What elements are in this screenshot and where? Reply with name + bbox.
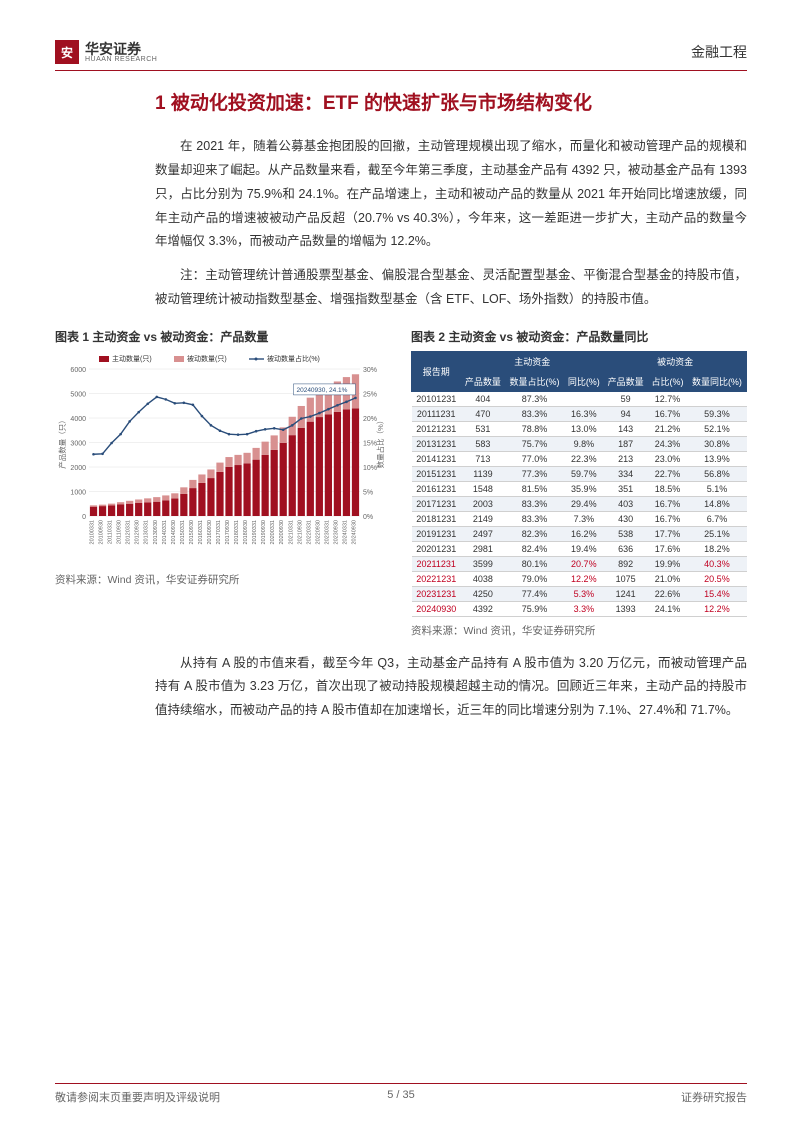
section-title: 1 被动化投资加速：ETF 的快速扩张与市场结构变化 [155, 89, 747, 119]
svg-text:20240930: 20240930 [351, 520, 357, 544]
svg-text:20230930: 20230930 [333, 520, 339, 544]
svg-text:20160331: 20160331 [198, 520, 204, 544]
svg-text:20130331: 20130331 [144, 520, 150, 544]
svg-text:20180930: 20180930 [243, 520, 249, 544]
logo-cn: 华安证券 [85, 42, 157, 56]
svg-text:20170930: 20170930 [225, 520, 231, 544]
logo-en: HUAAN RESEARCH [85, 56, 157, 63]
svg-text:5%: 5% [363, 489, 373, 496]
page-header: 安 华安证券 HUAAN RESEARCH 金融工程 [55, 40, 747, 71]
svg-text:20130930: 20130930 [153, 520, 159, 544]
svg-text:6000: 6000 [70, 367, 86, 374]
svg-text:20140930: 20140930 [171, 520, 177, 544]
logo-block: 安 华安证券 HUAAN RESEARCH [55, 40, 157, 64]
svg-text:20200930: 20200930 [279, 520, 285, 544]
svg-text:20230331: 20230331 [324, 520, 330, 544]
svg-text:20220930: 20220930 [315, 520, 321, 544]
svg-text:数量占比（%）: 数量占比（%） [375, 416, 385, 468]
svg-text:20220331: 20220331 [306, 520, 312, 544]
charts-row: 图表 1 主动资金 vs 被动资金：产品数量 0 1000 2000 3000 4000… [55, 328, 747, 638]
logo-icon: 安 [55, 40, 79, 64]
svg-text:20190930: 20190930 [261, 520, 267, 544]
footer-center: 5 / 35 [387, 1089, 415, 1101]
svg-text:20150331: 20150331 [180, 520, 186, 544]
chart2-column: 图表 2 主动资金 vs 被动资金：产品数量同比 报告期主动资金被动资金产品数量… [411, 328, 747, 638]
svg-text:1000: 1000 [70, 489, 86, 496]
svg-text:20210930: 20210930 [297, 520, 303, 544]
page-footer: 敬请参阅末页重要声明及评级说明 5 / 35 证券研究报告 [55, 1083, 747, 1105]
chart1-svg: 0 1000 2000 3000 4000 5000 6000 0% 5% 10% 15% 20% 25… [55, 351, 390, 566]
svg-text:3000: 3000 [70, 440, 86, 447]
svg-text:20120930: 20120930 [135, 520, 141, 544]
svg-text:5000: 5000 [70, 391, 86, 398]
svg-text:20%: 20% [363, 416, 377, 423]
svg-text:20100930: 20100930 [99, 520, 105, 544]
header-category: 金融工程 [691, 42, 747, 62]
svg-text:20180331: 20180331 [234, 520, 240, 544]
svg-text:2000: 2000 [70, 465, 86, 472]
svg-text:产品数量（只）: 产品数量（只） [57, 416, 67, 469]
paragraph-2-note: 注：主动管理统计普通股票型基金、偏股混合型基金、灵活配置型基金、平衡混合型基金的… [155, 264, 747, 312]
svg-text:20110930: 20110930 [117, 520, 123, 544]
paragraph-3: 从持有 A 股的市值来看，截至今年 Q3，主动基金产品持有 A 股市值为 3.2… [155, 652, 747, 723]
svg-text:25%: 25% [363, 391, 377, 398]
svg-text:被动数量占比(%): 被动数量占比(%) [267, 354, 320, 363]
chart2-table-wrap: 报告期主动资金被动资金产品数量数量占比(%)同比(%)产品数量占比(%)数量同比… [411, 351, 747, 617]
chart1-column: 图表 1 主动资金 vs 被动资金：产品数量 0 1000 2000 3000 4000… [55, 328, 391, 638]
svg-text:20120331: 20120331 [126, 520, 132, 544]
svg-text:20140331: 20140331 [162, 520, 168, 544]
svg-text:20240331: 20240331 [342, 520, 348, 544]
svg-text:被动数量(只): 被动数量(只) [187, 354, 227, 363]
svg-text:20190331: 20190331 [252, 520, 258, 544]
svg-text:20100331: 20100331 [90, 520, 96, 544]
paragraph-1: 在 2021 年，随着公募基金抱团股的回撤，主动管理规模出现了缩水，而量化和被动… [155, 135, 747, 254]
chart2-title: 图表 2 主动资金 vs 被动资金：产品数量同比 [411, 328, 747, 345]
svg-text:20170331: 20170331 [216, 520, 222, 544]
chart2-source: 资料来源：Wind 资讯，华安证券研究所 [411, 623, 747, 638]
svg-text:20210331: 20210331 [288, 520, 294, 544]
svg-text:20200331: 20200331 [270, 520, 276, 544]
svg-text:20240930, 24.1%: 20240930, 24.1% [296, 387, 347, 394]
svg-text:0%: 0% [363, 514, 373, 521]
svg-text:20110331: 20110331 [108, 520, 114, 544]
svg-text:30%: 30% [363, 367, 377, 374]
chart1-area: 0 1000 2000 3000 4000 5000 6000 0% 5% 10% 15% 20% 25… [55, 351, 391, 566]
chart1-source: 资料来源：Wind 资讯，华安证券研究所 [55, 572, 391, 587]
svg-text:20160930: 20160930 [207, 520, 213, 544]
svg-text:10%: 10% [363, 465, 377, 472]
svg-text:主动数量(只): 主动数量(只) [112, 354, 152, 363]
svg-text:20150930: 20150930 [189, 520, 195, 544]
svg-text:0: 0 [82, 514, 86, 521]
chart1-title: 图表 1 主动资金 vs 被动资金：产品数量 [55, 328, 391, 345]
svg-text:4000: 4000 [70, 416, 86, 423]
svg-text:15%: 15% [363, 440, 377, 447]
chart2-table: 报告期主动资金被动资金产品数量数量占比(%)同比(%)产品数量占比(%)数量同比… [411, 351, 747, 617]
footer-left: 敬请参阅末页重要声明及评级说明 [55, 1089, 220, 1105]
footer-right: 证券研究报告 [681, 1089, 747, 1105]
